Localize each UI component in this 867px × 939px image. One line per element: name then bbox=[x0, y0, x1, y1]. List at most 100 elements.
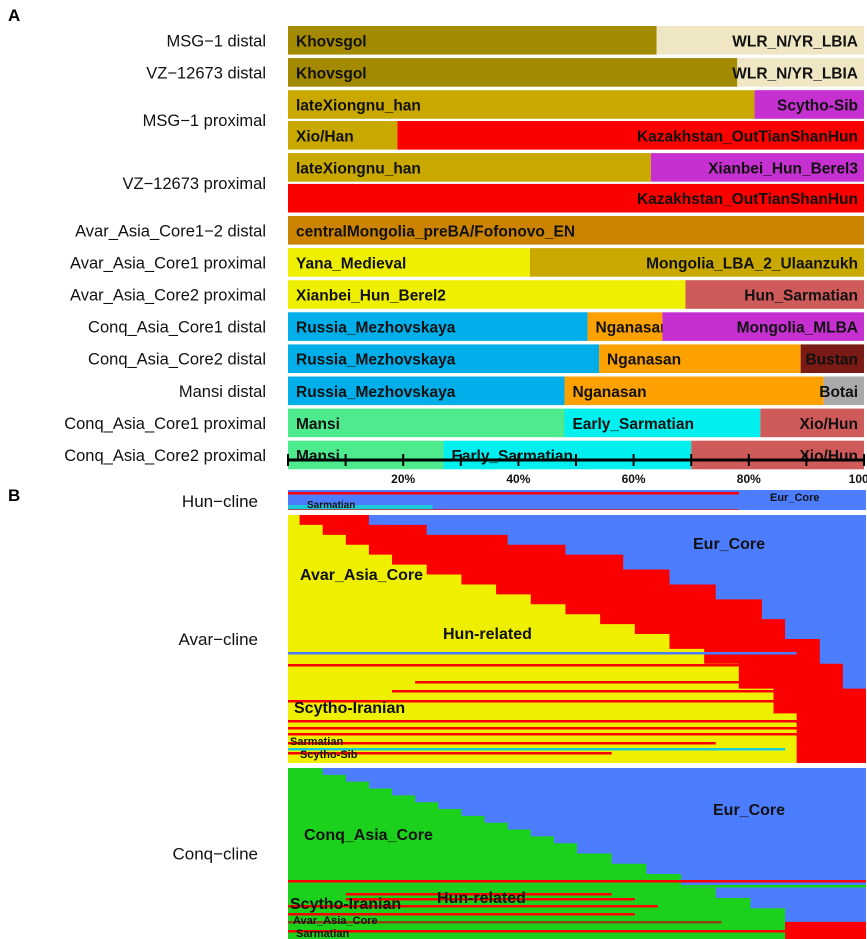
panel-a-stacked-bars: MSG−1 distal Khovsgol WLR_N/YR_LBIA VZ−1267… bbox=[64, 26, 864, 470]
row-label-conq-asia-core2-proximal: Conq_Asia_Core2 proximal bbox=[64, 447, 266, 465]
cline-streak bbox=[288, 742, 716, 745]
segment-label-xio-hun: Xio/Hun bbox=[799, 448, 858, 465]
cline-streak bbox=[288, 748, 786, 751]
segment-label-khovsgol: Khovsgol bbox=[296, 33, 367, 50]
cline-label-eur-core: Eur_Core bbox=[693, 536, 765, 553]
cline-label-sarmatian: Sarmatian bbox=[290, 736, 343, 748]
segment-label-latexiongnu-han: lateXiongnu_han bbox=[296, 98, 421, 115]
segment-wlr-n-yr-lbia bbox=[656, 26, 864, 55]
cline-label-hun-related: Hun-related bbox=[437, 890, 526, 907]
segment-label-russia-mezhovskaya: Russia_Mezhovskaya bbox=[296, 320, 456, 337]
row-label-avar-asia-core1-2-distal: Avar_Asia_Core1−2 distal bbox=[75, 222, 266, 240]
cline-streak bbox=[288, 905, 658, 908]
cline-streak bbox=[288, 930, 866, 933]
row-label-msg-1-proximal: MSG−1 proximal bbox=[143, 112, 266, 130]
segment-label-kazakhstan-outtianshanhun: Kazakhstan_OutTianShanHun bbox=[637, 191, 858, 208]
cline-label-scytho-iranian: Scytho-Iranian bbox=[290, 896, 401, 913]
segment-label-latexiongnu-han: lateXiongnu_han bbox=[296, 160, 421, 177]
cline-label-sarmatian: Sarmatian bbox=[307, 500, 355, 511]
segment-kazakhstan-outtianshanhun bbox=[288, 183, 864, 213]
cline-label-eur-core: Eur_Core bbox=[713, 802, 785, 819]
row-label-mansi-distal: Mansi distal bbox=[179, 383, 266, 401]
component-sarmatian bbox=[288, 505, 433, 510]
segment-xianbei-hun-berel2 bbox=[288, 280, 686, 309]
segment-label-xianbei-hun-berel2: Xianbei_Hun_Berel2 bbox=[296, 288, 446, 305]
row-label-avar-asia-core1-proximal: Avar_Asia_Core1 proximal bbox=[70, 254, 266, 272]
segment-mongolia-lba-2-ulaanzukh bbox=[529, 248, 864, 277]
panel-a-letter: A bbox=[8, 6, 21, 25]
segment-label-xio-han: Xio/Han bbox=[296, 128, 354, 145]
segment-label-mongolia-lba-2-ulaanzukh: Mongolia_LBA_2_Ulaanzukh bbox=[646, 255, 858, 272]
segment-khovsgol bbox=[288, 58, 738, 87]
cline-label-hun-related: Hun-related bbox=[443, 626, 532, 643]
cline-label-scytho-sib: Scytho-Sib bbox=[300, 749, 358, 761]
cline-streak bbox=[288, 720, 866, 723]
segment-hun-sarmatian bbox=[685, 280, 864, 309]
cline-streak bbox=[288, 727, 843, 730]
segment-label-scytho-sib: Scytho-Sib bbox=[777, 98, 858, 115]
segment-label-mongolia-mlba: Mongolia_MLBA bbox=[737, 320, 858, 337]
segment-nganasan bbox=[587, 312, 663, 341]
cline-streak bbox=[345, 898, 635, 901]
segment-label-wlr-n-yr-lbia: WLR_N/YR_LBIA bbox=[732, 33, 858, 50]
segment-mongolia-mlba bbox=[662, 312, 864, 341]
segment-label-early-sarmatian: Early_Sarmatian bbox=[572, 416, 694, 433]
segment-scytho-sib bbox=[754, 90, 864, 119]
x-tick-label: 100% bbox=[849, 472, 867, 486]
cline-label-scytho-iranian: Scytho-Iranian bbox=[294, 700, 405, 717]
segment-label-nganasan: Nganasan bbox=[607, 352, 681, 369]
segment-khovsgol bbox=[288, 26, 657, 55]
cline-streak bbox=[288, 752, 612, 755]
segment-nganasan bbox=[564, 376, 824, 406]
segment-xianbei-hun-berel3 bbox=[650, 153, 864, 182]
segment-label-xianbei-hun-berel3: Xianbei_Hun_Berel3 bbox=[708, 160, 858, 177]
segment-early-sarmatian bbox=[443, 440, 692, 470]
component-conq-asia-core bbox=[288, 768, 786, 939]
segment-label-bustan: Bustan bbox=[805, 352, 858, 369]
segment-latexiongnu-han bbox=[288, 153, 651, 182]
cline-hun-cline: Sarmatian Eur_Core Hun−cline bbox=[182, 490, 866, 511]
cline-label-conq-asia-core: Conq_Asia_Core bbox=[304, 827, 433, 844]
panel-b-clines: SarmatianEur_CoreHun−clineScytho-SibSarm… bbox=[172, 490, 866, 939]
cline-label-eur-core: Eur_Core bbox=[770, 492, 820, 504]
x-tick-label: 40% bbox=[506, 472, 530, 486]
segment-latexiongnu-han bbox=[288, 90, 755, 119]
row-label-msg-1-distal: MSG−1 distal bbox=[167, 32, 267, 50]
segment-label-wlr-n-yr-lbia: WLR_N/YR_LBIA bbox=[732, 65, 858, 82]
segment-label-kazakhstan-outtianshanhun: Kazakhstan_OutTianShanHun bbox=[637, 128, 858, 145]
segment-xio-han bbox=[288, 121, 398, 150]
segment-label-khovsgol: Khovsgol bbox=[296, 65, 367, 82]
row-label-vz-12673-distal: VZ−12673 distal bbox=[146, 64, 266, 82]
segment-label-botai: Botai bbox=[819, 384, 858, 401]
segment-yana-medieval bbox=[288, 248, 530, 277]
segment-label-yana-medieval: Yana_Medieval bbox=[296, 255, 406, 272]
cline-name: Avar−cline bbox=[178, 630, 258, 649]
row-label-conq-asia-core2-distal: Conq_Asia_Core2 distal bbox=[88, 351, 266, 369]
cline-streak bbox=[288, 880, 866, 883]
cline-streak bbox=[288, 492, 739, 495]
cline-streak bbox=[392, 690, 849, 693]
segment-label-nganasan: Nganasan bbox=[572, 384, 646, 401]
component-hun-related bbox=[288, 509, 739, 510]
segment-wlr-n-yr-lbia bbox=[737, 58, 864, 87]
segment-label-hun-sarmatian: Hun_Sarmatian bbox=[744, 288, 858, 305]
segment-label-russia-mezhovskaya: Russia_Mezhovskaya bbox=[296, 384, 456, 401]
row-label-conq-asia-core1-proximal: Conq_Asia_Core1 proximal bbox=[64, 415, 266, 433]
segment-centralmongolia-preba-fofonovo-en bbox=[288, 216, 864, 245]
segment-botai bbox=[823, 376, 864, 406]
row-label-conq-asia-core1-distal: Conq_Asia_Core1 distal bbox=[88, 319, 266, 337]
row-label-vz-12673-proximal: VZ−12673 proximal bbox=[122, 175, 266, 193]
segment-early-sarmatian bbox=[564, 408, 761, 438]
x-tick-label: 20% bbox=[391, 472, 415, 486]
cline-name: Conq−cline bbox=[172, 845, 258, 864]
row-label-avar-asia-core2-proximal: Avar_Asia_Core2 proximal bbox=[70, 287, 266, 305]
cline-label-avar-asia-core: Avar_Asia_Core bbox=[293, 915, 378, 927]
cline-label-avar-asia-core: Avar_Asia_Core bbox=[300, 567, 423, 584]
segment-label-mansi: Mansi bbox=[296, 448, 340, 465]
panel-a-x-axis: 20% 40% 60% 80% 100% bbox=[287, 454, 867, 486]
segment-xio-hun bbox=[760, 408, 864, 438]
segment-mansi bbox=[288, 408, 565, 438]
segment-label-russia-mezhovskaya: Russia_Mezhovskaya bbox=[296, 352, 456, 369]
segment-kazakhstan-outtianshanhun bbox=[397, 121, 864, 150]
